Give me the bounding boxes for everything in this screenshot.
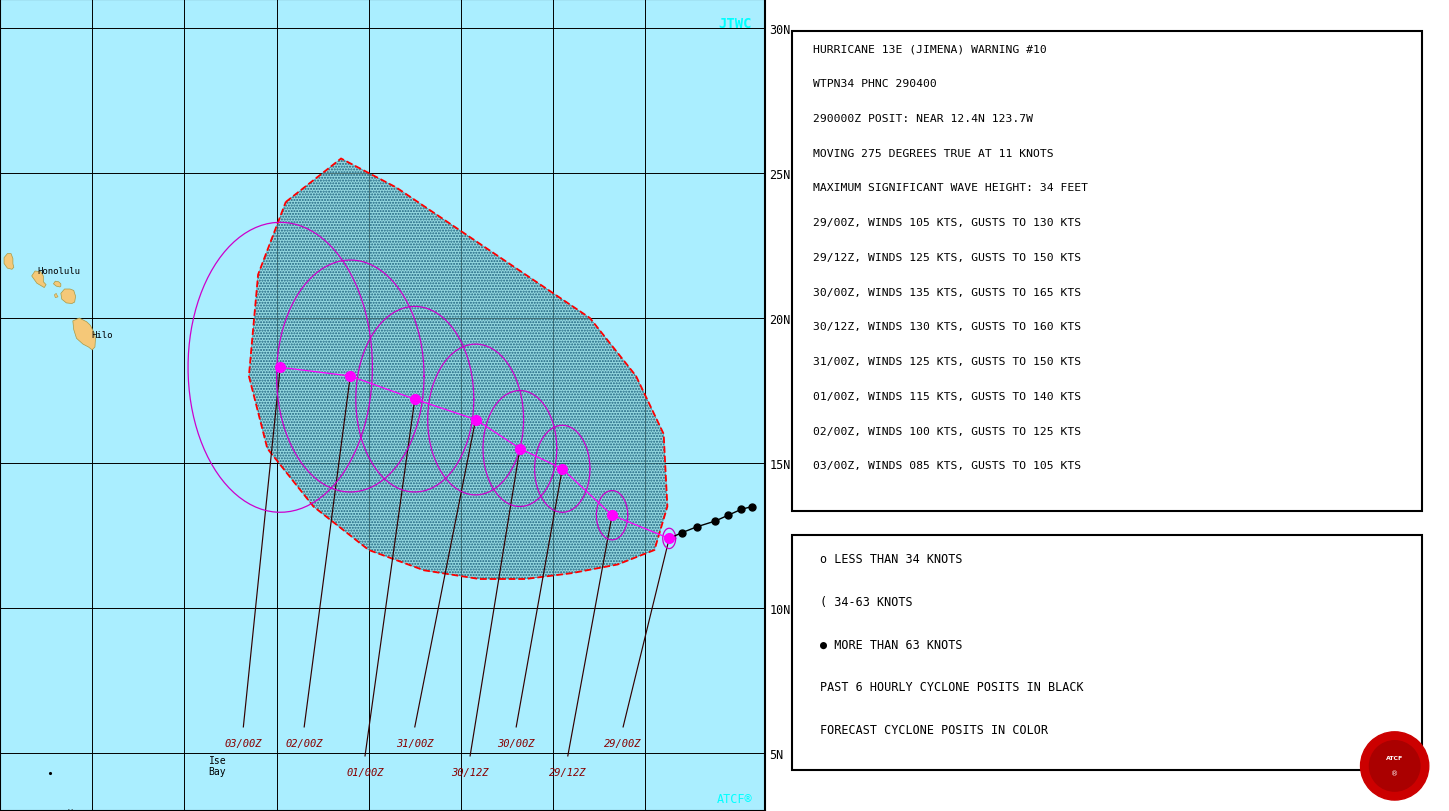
Polygon shape bbox=[61, 290, 75, 304]
Text: 29/00Z: 29/00Z bbox=[604, 739, 642, 749]
Polygon shape bbox=[55, 294, 58, 298]
Circle shape bbox=[1369, 740, 1420, 792]
Text: ● MORE THAN 63 KNOTS: ● MORE THAN 63 KNOTS bbox=[820, 638, 962, 651]
Polygon shape bbox=[72, 319, 96, 350]
Text: 03/00Z, WINDS 085 KTS, GUSTS TO 105 KTS: 03/00Z, WINDS 085 KTS, GUSTS TO 105 KTS bbox=[813, 461, 1081, 470]
Text: 01/00Z, WINDS 115 KTS, GUSTS TO 140 KTS: 01/00Z, WINDS 115 KTS, GUSTS TO 140 KTS bbox=[813, 392, 1081, 401]
Text: 29/00Z, WINDS 105 KTS, GUSTS TO 130 KTS: 29/00Z, WINDS 105 KTS, GUSTS TO 130 KTS bbox=[813, 218, 1081, 228]
Text: Ise
Bay: Ise Bay bbox=[209, 755, 226, 776]
Text: 31/00Z, WINDS 125 KTS, GUSTS TO 150 KTS: 31/00Z, WINDS 125 KTS, GUSTS TO 150 KTS bbox=[813, 357, 1081, 367]
Text: 30/12Z, WINDS 130 KTS, GUSTS TO 160 KTS: 30/12Z, WINDS 130 KTS, GUSTS TO 160 KTS bbox=[813, 322, 1081, 332]
Text: 02/00Z, WINDS 100 KTS, GUSTS TO 125 KTS: 02/00Z, WINDS 100 KTS, GUSTS TO 125 KTS bbox=[813, 426, 1081, 436]
Text: MAXIMUM SIGNIFICANT WAVE HEIGHT: 34 FEET: MAXIMUM SIGNIFICANT WAVE HEIGHT: 34 FEET bbox=[813, 183, 1088, 193]
Text: 01/00Z: 01/00Z bbox=[346, 767, 384, 778]
Circle shape bbox=[1361, 732, 1429, 800]
FancyBboxPatch shape bbox=[793, 535, 1421, 770]
Text: FORECAST CYCLONE POSITS IN COLOR: FORECAST CYCLONE POSITS IN COLOR bbox=[820, 723, 1048, 736]
Text: ( 34-63 KNOTS: ( 34-63 KNOTS bbox=[820, 595, 913, 608]
Text: 29/12Z: 29/12Z bbox=[549, 767, 587, 778]
Text: ATCF®: ATCF® bbox=[717, 792, 752, 805]
Text: o LESS THAN 34 KNOTS: o LESS THAN 34 KNOTS bbox=[820, 552, 962, 565]
Text: ATCF: ATCF bbox=[1387, 754, 1403, 760]
Polygon shape bbox=[249, 159, 668, 579]
Text: Hilo: Hilo bbox=[91, 331, 113, 340]
Text: JTWC: JTWC bbox=[719, 17, 752, 32]
Text: 31/00Z: 31/00Z bbox=[396, 739, 433, 749]
Text: Honolulu: Honolulu bbox=[38, 267, 81, 276]
Text: 30/00Z: 30/00Z bbox=[497, 739, 535, 749]
Polygon shape bbox=[4, 255, 14, 270]
Text: 30/12Z: 30/12Z bbox=[451, 767, 488, 778]
Text: 03/00Z: 03/00Z bbox=[225, 739, 262, 749]
Text: PAST 6 HOURLY CYCLONE POSITS IN BLACK: PAST 6 HOURLY CYCLONE POSITS IN BLACK bbox=[820, 680, 1084, 693]
Text: MOVING 275 DEGREES TRUE AT 11 KNOTS: MOVING 275 DEGREES TRUE AT 11 KNOTS bbox=[813, 148, 1053, 159]
Text: ®: ® bbox=[1391, 770, 1398, 776]
Text: HURRICANE 13E (JIMENA) WARNING #10: HURRICANE 13E (JIMENA) WARNING #10 bbox=[813, 45, 1046, 54]
Text: 29/12Z, WINDS 125 KTS, GUSTS TO 150 KTS: 29/12Z, WINDS 125 KTS, GUSTS TO 150 KTS bbox=[813, 252, 1081, 263]
FancyBboxPatch shape bbox=[793, 32, 1421, 511]
Text: 290000Z POSIT: NEAR 12.4N 123.7W: 290000Z POSIT: NEAR 12.4N 123.7W bbox=[813, 114, 1033, 124]
Polygon shape bbox=[54, 282, 61, 288]
Text: 30/00Z, WINDS 135 KTS, GUSTS TO 165 KTS: 30/00Z, WINDS 135 KTS, GUSTS TO 165 KTS bbox=[813, 287, 1081, 298]
Polygon shape bbox=[32, 272, 46, 288]
Text: 02/00Z: 02/00Z bbox=[285, 739, 323, 749]
Text: WTPN34 PHNC 290400: WTPN34 PHNC 290400 bbox=[813, 79, 936, 89]
